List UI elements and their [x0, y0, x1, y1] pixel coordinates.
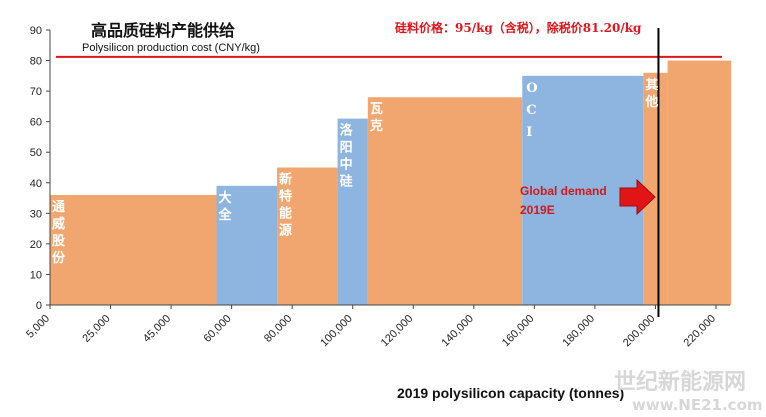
x-tick-label-1: 25,000 [80, 313, 112, 345]
y-tick-label-0: 0 [36, 300, 42, 312]
x-axis-title: 2019 polysilicon capacity (tonnes) [397, 385, 624, 401]
y-tick-label-5: 50 [30, 147, 42, 159]
labels-group: 通威股份 大全 新特能源 洛阳中硅 瓦克 O C I 其他 Global demand 2019E [52, 77, 658, 266]
bars-group [50, 60, 732, 306]
x-tick-label-11: 220,000 [682, 313, 719, 350]
bar-3 [337, 118, 368, 305]
bar-7 [667, 60, 732, 305]
bar-1 [216, 185, 278, 305]
bar-2 [277, 167, 338, 305]
y-tick-label-7: 70 [30, 86, 42, 98]
x-tick-label-7: 140,000 [439, 313, 476, 350]
bar-6 [643, 72, 668, 306]
x-tick-label-8: 160,000 [500, 313, 537, 350]
bar-4 [367, 97, 523, 305]
x-tick-label-6: 120,000 [379, 313, 416, 350]
cost-line-label: Polysilicon production cost (CNY/kg) [82, 42, 260, 54]
y-tick-label-4: 40 [30, 178, 42, 190]
x-tick-label-2: 45,000 [141, 313, 173, 345]
demand-label: Global demand 2019E [520, 184, 607, 217]
x-tick-label-4: 80,000 [262, 313, 294, 345]
bar-0 [50, 195, 217, 305]
demand-arrow-icon [619, 178, 656, 216]
bar-label-0: 通威股份 [52, 199, 66, 266]
y-tick-label-9: 90 [30, 25, 42, 37]
y-tick-label-1: 10 [30, 269, 42, 281]
x-tick-label-10: 200,000 [621, 313, 658, 350]
y-tick-label-3: 30 [30, 208, 42, 220]
price-note: 硅料价格：95/kg（含税），除税价81.20/kg [395, 20, 642, 35]
y-tick-label-6: 60 [30, 117, 42, 129]
y-tick-label-2: 20 [30, 239, 42, 251]
bar-label-6: 其他 [644, 77, 658, 110]
watermark-line2: www.NE21.com [632, 396, 763, 414]
bar-label-3: 洛阳中硅 [340, 123, 354, 190]
lines-group [56, 28, 722, 317]
chart-title: 高品质硅料产能供给 [91, 21, 235, 40]
x-tick-label-9: 180,000 [560, 313, 597, 350]
bar-label-4: 瓦克 [370, 102, 383, 134]
x-tick-label-3: 60,000 [201, 313, 233, 345]
y-tick-label-8: 80 [30, 56, 42, 68]
watermark-line1: 世纪新能源网 [614, 369, 746, 395]
x-tick-label-0: 5,000 [24, 313, 52, 341]
bar-label-2: 新特能源 [279, 172, 292, 239]
bar-label-1: 大全 [218, 190, 233, 223]
x-tick-label-5: 100,000 [318, 313, 355, 350]
